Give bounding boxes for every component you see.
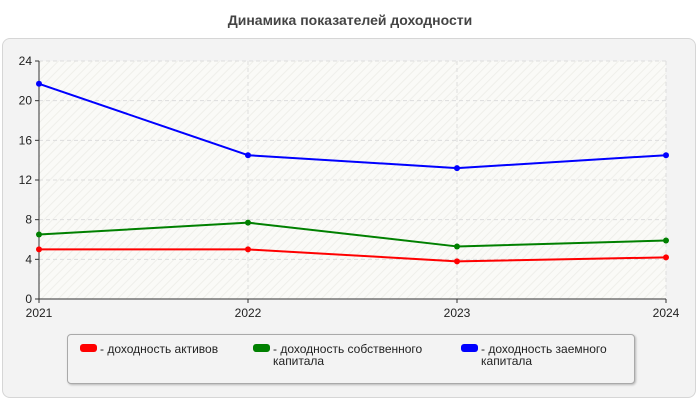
series-line-2: [38, 82, 667, 170]
data-point-1-0: [36, 231, 42, 238]
x-tick-label: 2021: [26, 306, 53, 320]
x-tick-label: 2023: [444, 306, 471, 320]
legend-swatch-debt: [461, 344, 478, 352]
data-point-0-2: [454, 258, 460, 265]
chart-title: Динамика показателей доходности: [227, 12, 473, 28]
data-point-0-1: [245, 246, 251, 253]
data-point-2-3: [663, 152, 669, 159]
axes: [35, 60, 667, 303]
y-tick-label: 8: [25, 213, 32, 227]
data-point-2-0: [36, 80, 42, 87]
y-tick-label: 24: [19, 54, 33, 68]
legend-label-equity: - доходность собственного капитала: [273, 342, 423, 368]
data-point-1-2: [454, 243, 460, 250]
y-tick-label: 0: [25, 292, 32, 306]
data-point-1-1: [245, 219, 251, 226]
legend-label-debt: - доходность заемного капитала: [481, 342, 607, 368]
data-point-1-3: [663, 237, 669, 244]
legend-swatch-equity: [253, 344, 270, 352]
x-tick-label: 2022: [235, 306, 262, 320]
chart-legend: - доходность активов - доходность собств…: [67, 334, 635, 384]
data-point-0-3: [663, 254, 669, 261]
series-line-0: [39, 248, 667, 263]
legend-swatch-assets: [80, 344, 97, 352]
x-tick-label: 2024: [653, 306, 680, 320]
series-lines: [36, 80, 669, 265]
y-tick-label: 20: [19, 94, 33, 108]
y-tick-label: 4: [25, 252, 32, 266]
data-point-2-1: [245, 152, 251, 159]
series-line-1: [38, 221, 667, 248]
y-tick-label: 12: [19, 173, 33, 187]
data-point-2-2: [454, 165, 460, 172]
legend-label-assets: - доходность активов: [100, 342, 219, 356]
y-tick-label: 16: [19, 133, 33, 147]
data-point-0-0: [36, 246, 42, 253]
